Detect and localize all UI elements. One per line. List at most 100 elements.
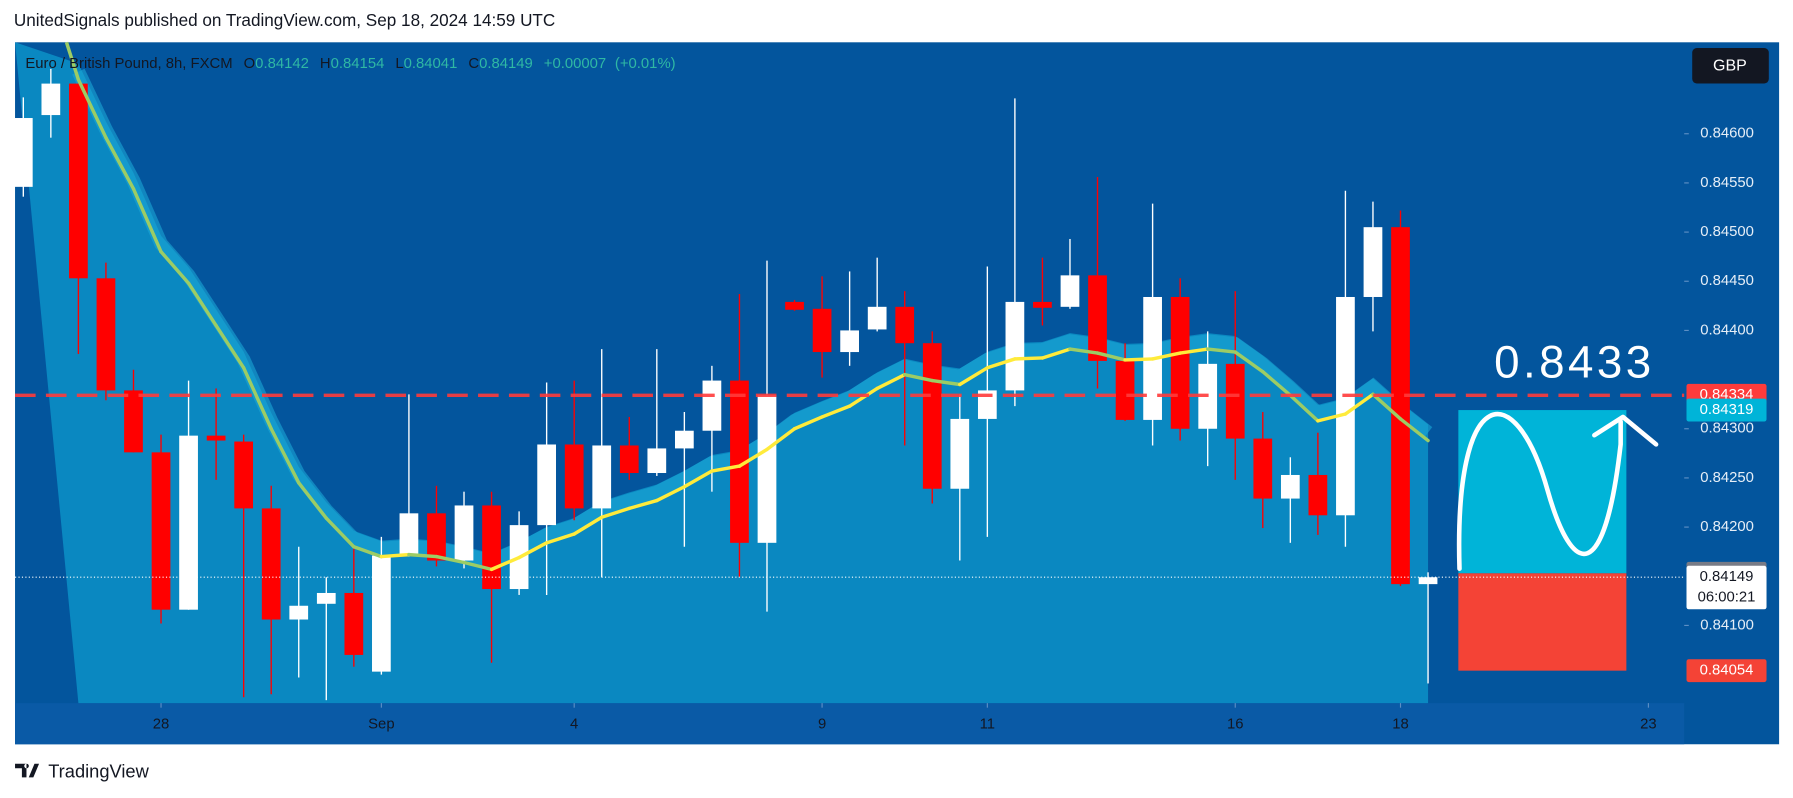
ma-line [1040, 347, 1072, 360]
currency-button[interactable] [1692, 48, 1769, 84]
candle-body [895, 306, 915, 344]
candle-body [1418, 577, 1438, 585]
ma-line [352, 545, 384, 559]
target-zone [1458, 410, 1627, 574]
candle-body [316, 592, 336, 604]
currency-label[interactable]: GBP [1713, 58, 1747, 75]
ma-line [710, 464, 742, 473]
wave-drawing [1456, 412, 1623, 572]
candle-body [1115, 360, 1135, 420]
candle-body [289, 605, 309, 620]
ma-line [1261, 370, 1293, 398]
candle-body [647, 448, 667, 474]
candle-body [785, 301, 804, 310]
ma-line [186, 281, 218, 328]
stop-price-label: 0.84054 [1700, 663, 1754, 679]
ma-line [241, 366, 273, 431]
candle-body [124, 390, 143, 453]
legend-change: +0.00007 [544, 56, 606, 72]
ma-line [76, 77, 108, 140]
ma-line [600, 506, 631, 519]
y-tick-label: 0.84200 [1700, 519, 1754, 535]
ma-line [297, 481, 329, 520]
candle-body [1391, 227, 1410, 585]
legend: Euro / British Pound, 8h, FXCM O0.84142 … [25, 56, 675, 72]
ma-line [902, 372, 934, 383]
legend-close: 0.84149 [479, 56, 533, 72]
ma-line [820, 404, 852, 419]
ma-line [985, 357, 1017, 370]
x-tick-label: Sep [368, 717, 394, 733]
candle-body [1005, 301, 1025, 391]
candle-body [399, 513, 419, 556]
ma-line [214, 323, 246, 370]
candle-body [674, 430, 694, 449]
last-price-label-bg [1686, 565, 1767, 610]
last-price-label: 0.84149 [1700, 569, 1754, 585]
candle-body [206, 435, 226, 441]
candle-body [922, 343, 942, 489]
x-axis-strip [15, 703, 1685, 745]
candle-body [977, 390, 997, 419]
ma-line [1398, 417, 1430, 443]
x-tick-label: 18 [1392, 717, 1409, 733]
ma-line [1013, 356, 1045, 361]
logo [15, 763, 40, 778]
ma-line [1095, 351, 1127, 362]
legend-open: 0.84142 [255, 56, 309, 72]
candle-body [1363, 227, 1383, 297]
candle-body [1280, 474, 1300, 499]
y-tick-label: 0.84550 [1700, 175, 1754, 191]
ma-line [930, 378, 962, 387]
stop-price-label-bg [1686, 659, 1767, 683]
candle-body [1088, 275, 1107, 361]
ma-line [682, 469, 714, 489]
legend-c: C [468, 56, 479, 72]
legend-o: O [244, 56, 256, 72]
candle-body [234, 441, 254, 509]
ma-line [627, 498, 659, 511]
candle-body [427, 513, 446, 561]
ma-line [1371, 392, 1403, 421]
ma-line [737, 447, 769, 468]
candle-body [950, 418, 970, 489]
legend-title: Euro / British Pound, 8h, FXCM [25, 56, 232, 72]
plot-area [13, 41, 1685, 704]
ma-line [407, 552, 439, 559]
ma-line [1068, 347, 1100, 355]
ma-line [544, 532, 576, 545]
ma-line [64, 41, 81, 81]
logo-mark [15, 763, 40, 778]
candle-body [1033, 301, 1052, 308]
legend-h: H [320, 56, 331, 72]
x-tick-label: 11 [980, 717, 995, 733]
ma-line [958, 366, 990, 387]
candle-body [592, 445, 612, 509]
candle-body [1336, 296, 1355, 516]
candle-body [730, 380, 749, 543]
candle-body [537, 444, 557, 526]
legend-low: 0.84041 [404, 56, 458, 72]
ma-line [655, 485, 687, 503]
ma-line [434, 554, 466, 565]
published-line: UnitedSignals published on TradingView.c… [14, 10, 555, 30]
candle-body [812, 308, 832, 353]
x-tick-label: 9 [818, 717, 826, 733]
y-tick-label: 0.84500 [1700, 224, 1754, 240]
y-tick-label: 0.84250 [1700, 470, 1754, 486]
candle-body [867, 306, 887, 330]
candle-body [564, 444, 584, 509]
candle-body [1170, 296, 1190, 429]
candle-body [840, 330, 859, 353]
candle-body [372, 555, 391, 672]
ma-line [324, 516, 356, 549]
candle-body [619, 445, 639, 474]
target-price-label: 0.84319 [1700, 402, 1754, 418]
ma-line [1288, 393, 1320, 423]
ma-line [269, 427, 301, 485]
stop-zone [1458, 573, 1627, 671]
x-tick-label: 28 [153, 717, 170, 733]
ma-line [1178, 347, 1210, 355]
candle-body [757, 395, 777, 543]
